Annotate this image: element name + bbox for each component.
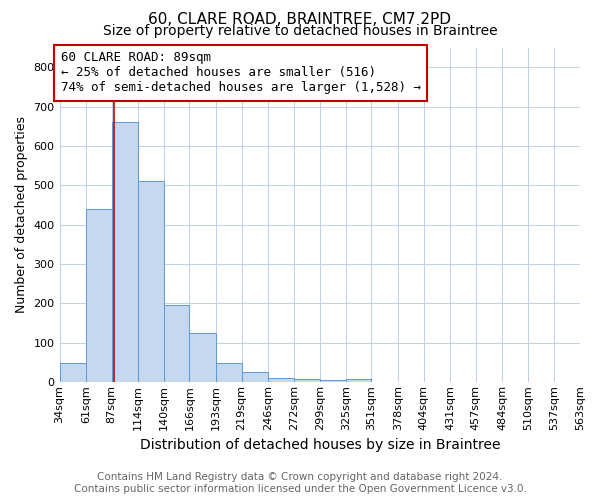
Text: 60 CLARE ROAD: 89sqm
← 25% of detached houses are smaller (516)
74% of semi-deta: 60 CLARE ROAD: 89sqm ← 25% of detached h… [61, 52, 421, 94]
Text: 60, CLARE ROAD, BRAINTREE, CM7 2PD: 60, CLARE ROAD, BRAINTREE, CM7 2PD [149, 12, 452, 28]
Y-axis label: Number of detached properties: Number of detached properties [15, 116, 28, 314]
Bar [320, 380, 346, 382]
Bar [346, 379, 371, 382]
Bar [86, 209, 112, 382]
Bar [268, 378, 293, 382]
Bar [164, 306, 190, 382]
Bar [138, 182, 164, 382]
Bar [112, 122, 138, 382]
Text: Size of property relative to detached houses in Braintree: Size of property relative to detached ho… [103, 24, 497, 38]
Bar [59, 362, 86, 382]
Bar [293, 379, 320, 382]
Bar [190, 333, 216, 382]
Text: Contains HM Land Registry data © Crown copyright and database right 2024.
Contai: Contains HM Land Registry data © Crown c… [74, 472, 526, 494]
X-axis label: Distribution of detached houses by size in Braintree: Distribution of detached houses by size … [140, 438, 500, 452]
Bar [216, 362, 242, 382]
Bar [242, 372, 268, 382]
